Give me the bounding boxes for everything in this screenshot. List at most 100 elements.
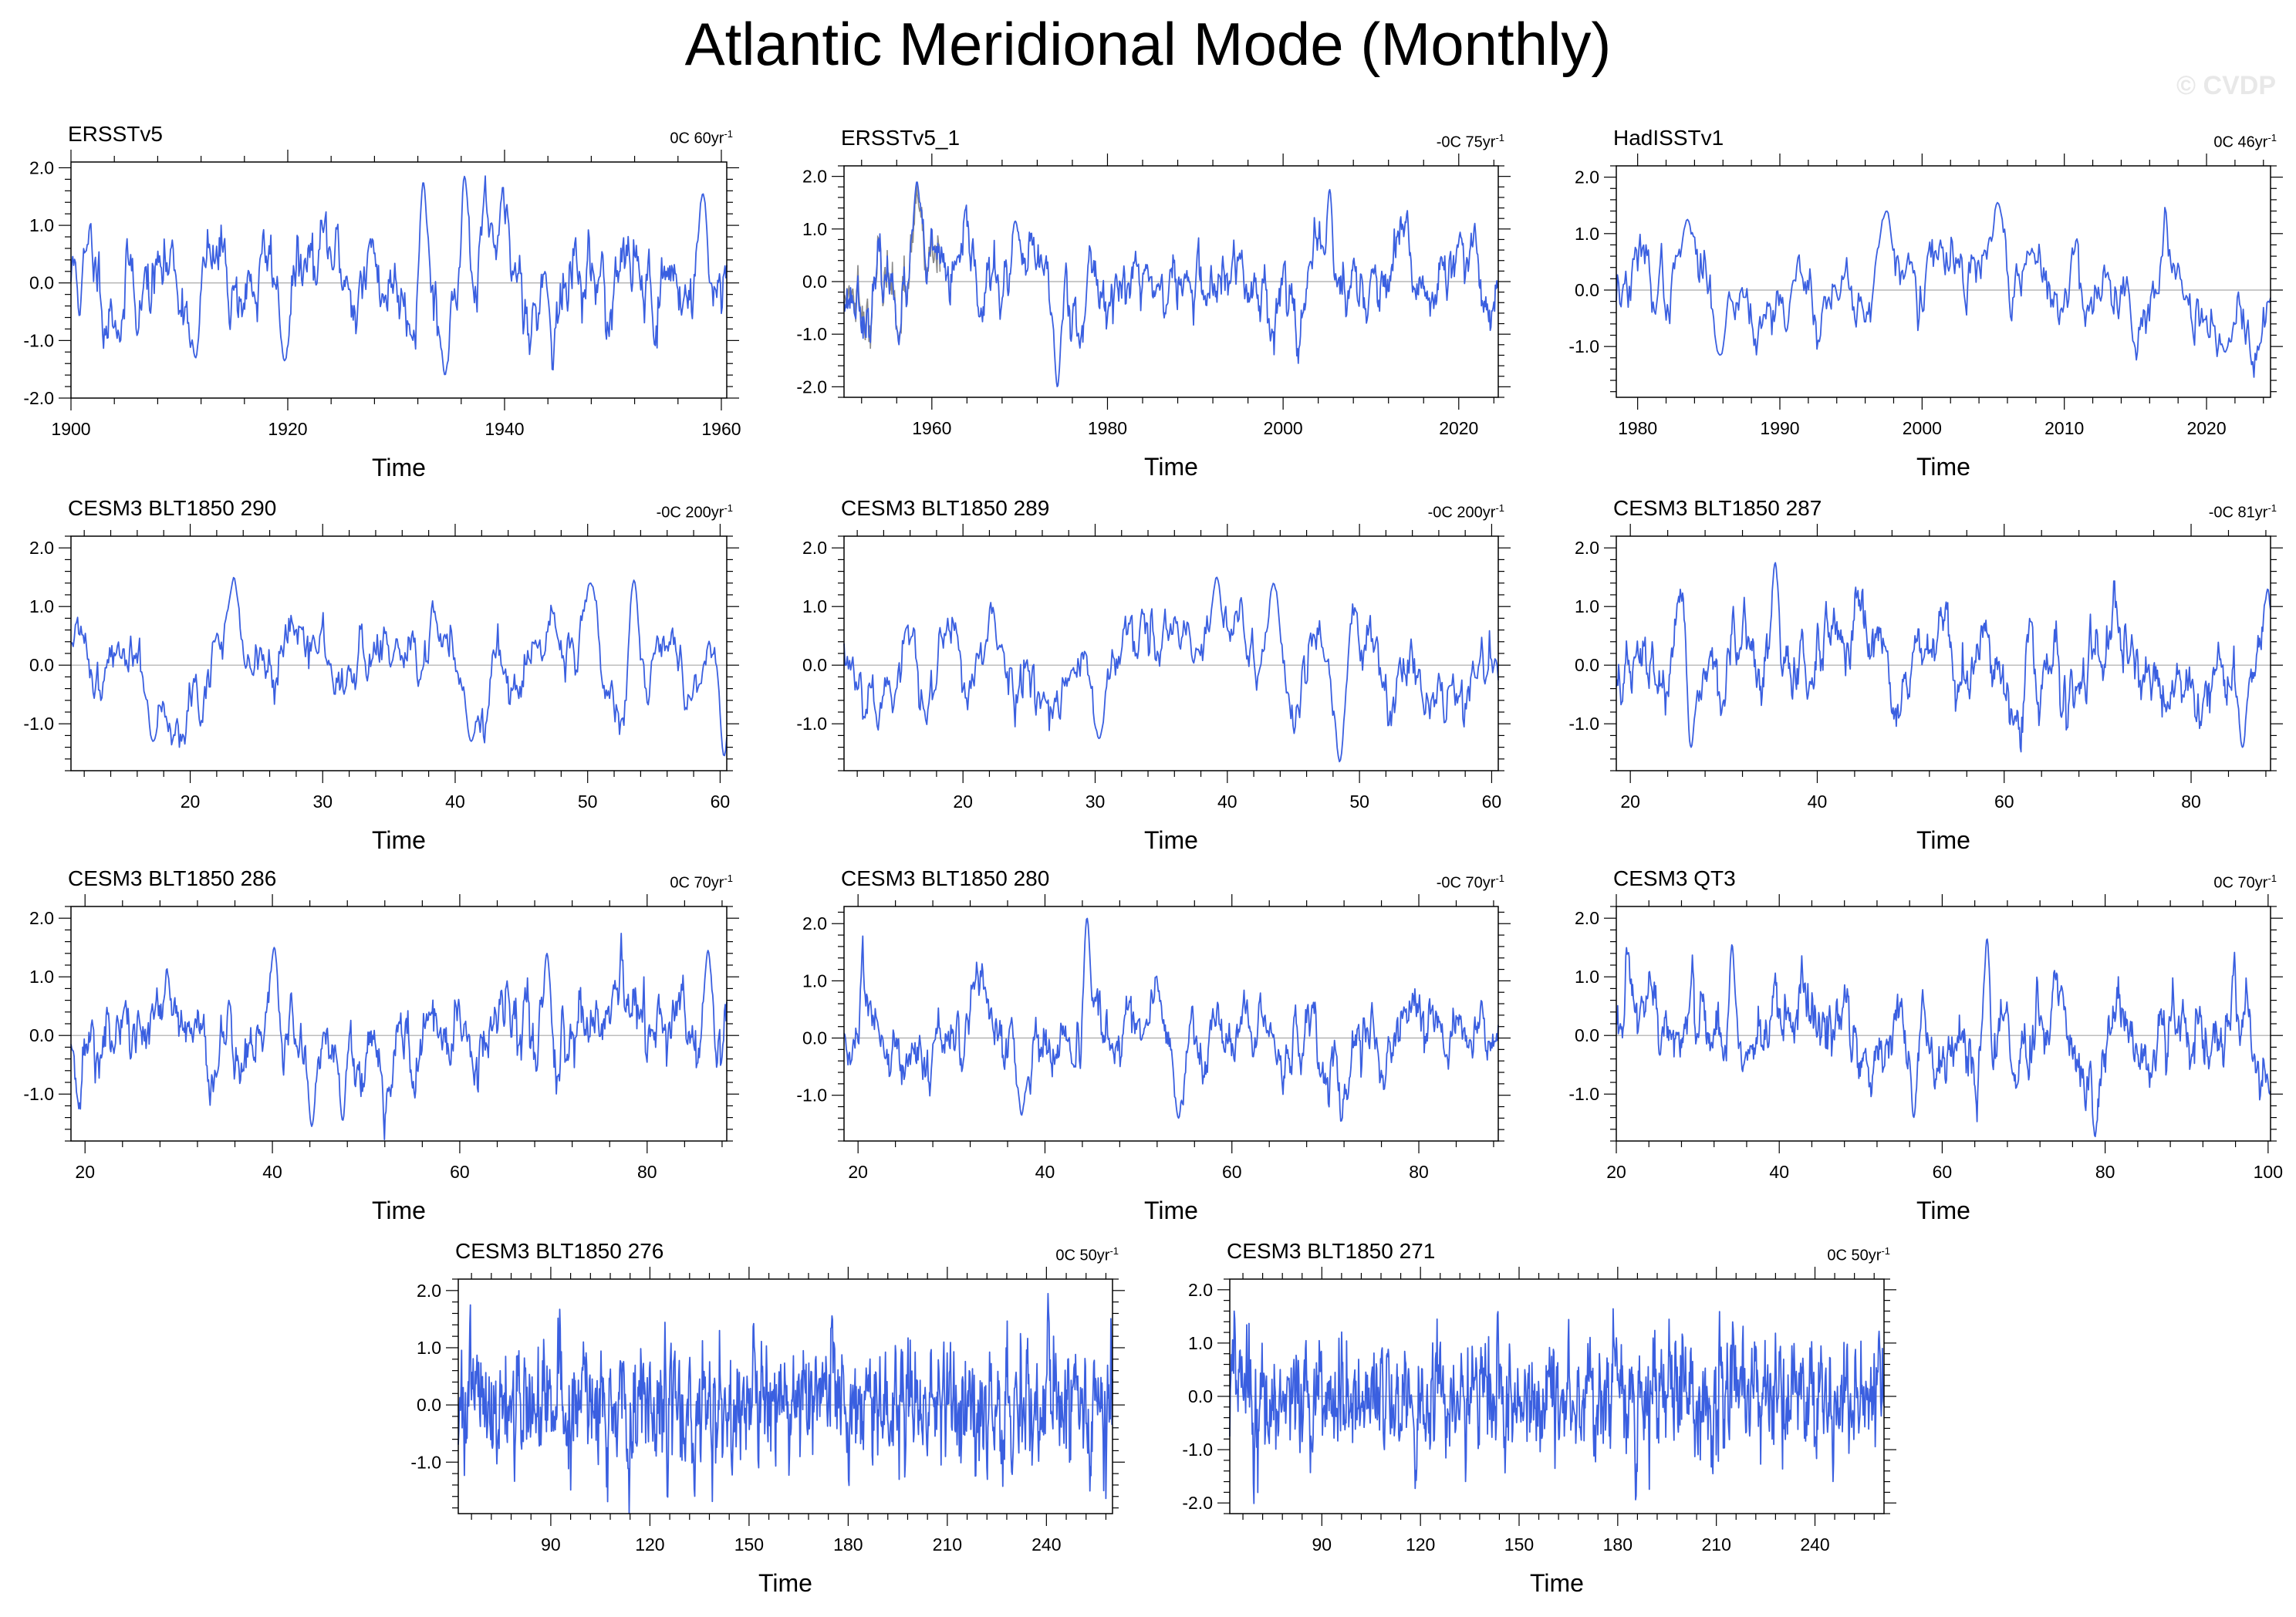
- panel-title: CESM3 BLT1850 290: [68, 496, 277, 520]
- x-tick-label: 240: [1032, 1534, 1061, 1555]
- x-tick-label: 2000: [1903, 418, 1942, 438]
- trend-text: 0C 50yr: [1827, 1247, 1882, 1264]
- x-tick-label: 50: [578, 792, 598, 812]
- x-tick-label: 180: [1603, 1534, 1633, 1555]
- trend-text: -0C 75yr: [1436, 133, 1496, 151]
- y-tick-label: 2.0: [802, 538, 827, 558]
- trend-label: -0C 75yr-1: [1437, 132, 1504, 152]
- x-tick-label: 1920: [268, 419, 307, 439]
- y-tick-label: -1.0: [796, 1085, 827, 1106]
- y-tick-label: 0.0: [29, 273, 54, 293]
- x-tick-label: 150: [1504, 1534, 1534, 1555]
- x-tick-label: 40: [262, 1162, 282, 1182]
- plot-frame: [1616, 535, 2271, 771]
- panel-title: CESM3 BLT1850 271: [1227, 1239, 1436, 1263]
- chart-panel: CESM3 BLT1850 271 0C 50yr-1 -2.0 -1.0 0.0 1.0…: [1182, 1239, 1896, 1597]
- y-tick-label: 0.0: [802, 655, 827, 675]
- x-tick-label: 1990: [1760, 418, 1799, 438]
- plot-svg: -1.0 0.0 1.0 2.0 90 120 150 180 210 240: [410, 1267, 1125, 1555]
- y-tick-label: 0.0: [802, 272, 827, 292]
- y-tick-label: -1.0: [23, 330, 54, 350]
- x-tick-label: 30: [312, 792, 333, 812]
- trend-text: 0C 60yr: [670, 130, 724, 147]
- series-line: [70, 576, 728, 757]
- trend-text: 0C 70yr: [2213, 874, 2268, 892]
- x-tick-label: 60: [450, 1162, 470, 1182]
- x-tick-label: 80: [2181, 792, 2201, 812]
- plot-frame: [843, 906, 1499, 1142]
- plot-svg: -1.0 0.0 1.0 2.0 1980 1990 2000 2010 2020: [1568, 154, 2283, 438]
- y-tick-label: 1.0: [1575, 224, 1599, 244]
- trend-unit: -1: [2267, 502, 2277, 514]
- y-tick-label: -2.0: [1182, 1493, 1213, 1513]
- x-tick-label: 30: [1086, 792, 1106, 812]
- x-tick-label: 1980: [1618, 418, 1657, 438]
- chart-panel: HadISSTv1 0C 46yr-1 -1.0 0.0 1.0 2.0 1980 1990 2…: [1568, 126, 2283, 481]
- trend-text: -0C 70yr: [1436, 874, 1496, 892]
- trend-text: -0C 200yr: [656, 504, 724, 522]
- x-axis-label: Time: [1144, 1197, 1198, 1224]
- plot-svg: -1.0 0.0 1.0 2.0 20 40 60 80: [23, 894, 739, 1182]
- series-line: [1616, 938, 2271, 1138]
- x-tick-label: 40: [1035, 1162, 1055, 1182]
- plot-frame: [70, 161, 728, 399]
- y-tick-label: 0.0: [29, 655, 54, 675]
- y-tick-label: 2.0: [1575, 538, 1599, 558]
- trend-label: 0C 60yr-1: [670, 128, 733, 148]
- trend-text: 0C 46yr: [2213, 133, 2268, 151]
- x-tick-label: 90: [1312, 1534, 1332, 1555]
- y-tick-label: 0.0: [29, 1025, 54, 1045]
- x-tick-label: 20: [181, 792, 201, 812]
- x-tick-label: 90: [541, 1534, 561, 1555]
- x-axis-label: Time: [372, 454, 426, 481]
- y-tick-label: 2.0: [1575, 908, 1599, 928]
- x-tick-label: 60: [1933, 1162, 1953, 1182]
- y-tick-label: 1.0: [802, 219, 827, 239]
- chart-panel: CESM3 BLT1850 289 -0C 200yr-1 -1.0 0.0 1.0 2.…: [796, 496, 1511, 854]
- x-tick-label: 1960: [701, 419, 741, 439]
- x-tick-label: 2010: [2044, 418, 2084, 438]
- trend-text: 0C 50yr: [1055, 1247, 1110, 1264]
- x-tick-label: 20: [1606, 1162, 1626, 1182]
- series-line: [843, 576, 1499, 763]
- x-axis-label: Time: [1916, 1197, 1970, 1224]
- y-tick-label: 0.0: [1575, 1025, 1599, 1045]
- x-axis-label: Time: [1144, 453, 1198, 481]
- x-axis-label: Time: [1144, 826, 1198, 854]
- y-tick-label: -1.0: [796, 714, 827, 734]
- chart-panel: ERSSTv5_1 -0C 75yr-1 -2.0 -1.0 0.0 1.0 2.0 1960…: [796, 126, 1511, 481]
- x-tick-label: 80: [2095, 1162, 2115, 1182]
- trend-label: -0C 81yr-1: [2209, 502, 2277, 522]
- plot-frame: [1616, 165, 2271, 398]
- plot-svg: -2.0 -1.0 0.0 1.0 2.0 1960 1980 2000 2020: [796, 154, 1511, 438]
- series-line: [1616, 201, 2271, 378]
- panel-title: CESM3 BLT1850 276: [455, 1239, 664, 1263]
- trend-label: -0C 200yr-1: [1428, 502, 1504, 522]
- y-tick-label: -1.0: [23, 714, 54, 734]
- x-tick-label: 40: [1769, 1162, 1789, 1182]
- series-line: [1616, 562, 2271, 753]
- x-tick-label: 80: [637, 1162, 657, 1182]
- trend-label: 0C 70yr-1: [2213, 873, 2277, 893]
- panel-title: HadISSTv1: [1613, 126, 1724, 150]
- panel-title: CESM3 BLT1850 286: [68, 866, 277, 890]
- panel-title: ERSSTv5_1: [841, 126, 961, 150]
- x-tick-label: 120: [1406, 1534, 1435, 1555]
- x-tick-label: 150: [734, 1534, 764, 1555]
- y-tick-label: 0.0: [1188, 1386, 1213, 1406]
- x-tick-label: 20: [1620, 792, 1640, 812]
- trend-label: 0C 50yr-1: [1827, 1245, 1890, 1265]
- x-tick-label: 180: [833, 1534, 863, 1555]
- x-tick-label: 60: [1994, 792, 2014, 812]
- x-axis-label: Time: [758, 1569, 812, 1597]
- y-tick-label: 1.0: [29, 967, 54, 987]
- x-tick-label: 40: [1808, 792, 1828, 812]
- plot-svg: -2.0 -1.0 0.0 1.0 2.0 90 120 150 180 210 240: [1182, 1267, 1896, 1555]
- y-tick-label: 2.0: [29, 908, 54, 928]
- trend-unit: -1: [1495, 502, 1504, 514]
- y-tick-label: -1.0: [1568, 714, 1599, 734]
- y-tick-label: -1.0: [1568, 336, 1599, 356]
- panel-title: CESM3 QT3: [1613, 866, 1736, 890]
- y-tick-label: 2.0: [29, 157, 54, 177]
- trend-label: -0C 70yr-1: [1437, 873, 1504, 893]
